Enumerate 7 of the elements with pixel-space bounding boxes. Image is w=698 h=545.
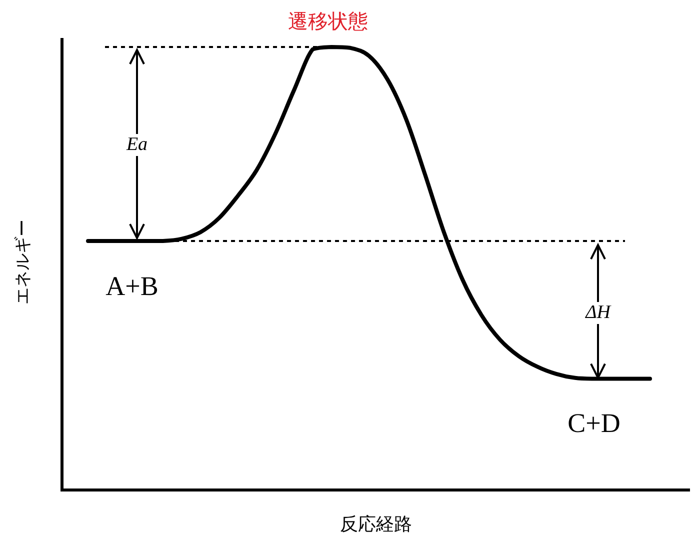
y-axis-title: エネルギー <box>13 220 33 304</box>
annotation: A+B <box>106 271 158 301</box>
annotation: ΔH <box>584 302 612 323</box>
annotation: Ea <box>125 134 148 155</box>
x-axis-title: 反応経路 <box>340 514 412 535</box>
annotation: C+D <box>568 408 620 438</box>
chart-title: 遷移状態 <box>288 9 368 33</box>
